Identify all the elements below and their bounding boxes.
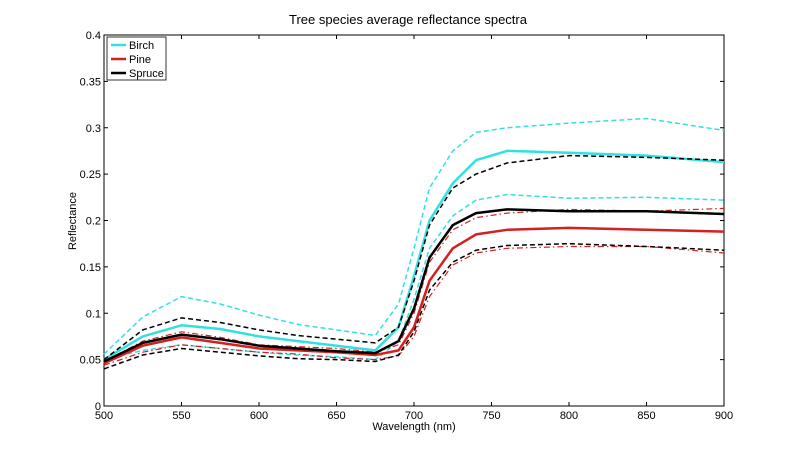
y-tick-label: 0.35 xyxy=(80,76,101,88)
x-axis-label: Wavelength (nm) xyxy=(372,421,455,433)
series-line xyxy=(103,193,725,361)
y-tick-label: 0.1 xyxy=(86,308,101,320)
y-tick-label: 0.15 xyxy=(80,262,101,274)
x-tick-label: 800 xyxy=(560,410,578,422)
chart-title: Tree species average reflectance spectra xyxy=(289,12,528,27)
x-tick-label: 900 xyxy=(715,410,733,422)
series-line xyxy=(103,245,725,366)
series-line xyxy=(103,207,725,363)
series-line xyxy=(103,242,725,370)
y-tick-label: 0.05 xyxy=(80,355,101,367)
axis-ticks: 500 550 600 650 700 750 800 850 900 0 0.05 0.1 0.15 0… xyxy=(80,30,734,422)
y-tick-label: 0 xyxy=(95,401,101,413)
x-tick-label: 650 xyxy=(327,410,345,422)
x-tick-label: 550 xyxy=(172,410,190,422)
series-line xyxy=(103,154,725,361)
x-tick-label: 850 xyxy=(637,410,655,422)
y-tick-label: 0.25 xyxy=(80,169,101,181)
y-axis-label: Reflectance xyxy=(67,192,79,250)
x-tick-label: 700 xyxy=(405,410,423,422)
x-tick-label: 600 xyxy=(250,410,268,422)
data-lines xyxy=(103,117,725,370)
plot-area xyxy=(103,34,725,407)
legend-label: Pine xyxy=(129,54,151,66)
legend-label: Spruce xyxy=(129,68,164,80)
series-line xyxy=(103,117,725,355)
series-line xyxy=(103,208,725,363)
y-tick-label: 0.2 xyxy=(86,216,101,228)
series-line xyxy=(103,226,725,365)
y-tick-label: 0.4 xyxy=(86,30,101,42)
y-tick-label: 0.3 xyxy=(86,123,101,135)
x-tick-label: 500 xyxy=(95,410,113,422)
x-tick-label: 750 xyxy=(482,410,500,422)
legend: Birch Pine Spruce xyxy=(106,36,167,81)
legend-label: Birch xyxy=(129,40,154,52)
